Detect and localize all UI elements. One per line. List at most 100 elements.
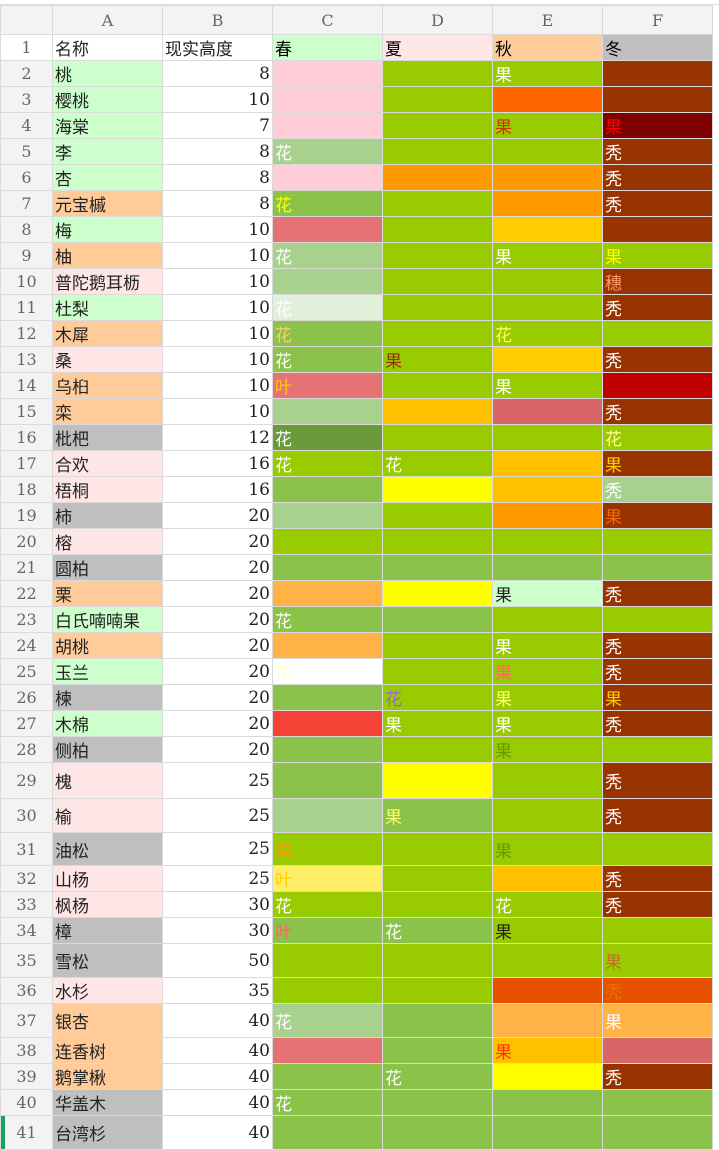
autumn-cell[interactable]	[492, 1003, 603, 1038]
winter-cell[interactable]: 秃	[602, 762, 713, 799]
spring-cell[interactable]	[272, 502, 383, 529]
summer-cell[interactable]	[382, 86, 493, 113]
spring-cell[interactable]: 花	[272, 294, 383, 321]
row-number[interactable]: 9	[0, 242, 53, 269]
spring-cell[interactable]: 花	[272, 891, 383, 918]
height-cell[interactable]: 16	[162, 450, 273, 477]
spring-cell[interactable]: 花	[272, 242, 383, 269]
tree-name-cell[interactable]: 海棠	[52, 112, 163, 139]
autumn-cell[interactable]	[492, 798, 603, 833]
tree-name-cell[interactable]: 梅	[52, 216, 163, 243]
spring-cell[interactable]: 叶	[272, 372, 383, 399]
tree-name-cell[interactable]: 柿	[52, 502, 163, 529]
row-number[interactable]: 32	[0, 865, 53, 892]
spring-cell[interactable]: 叶	[272, 917, 383, 944]
height-cell[interactable]: 8	[162, 60, 273, 87]
summer-cell[interactable]	[382, 216, 493, 243]
tree-name-cell[interactable]: 雪松	[52, 943, 163, 978]
winter-cell[interactable]: 秃	[602, 138, 713, 165]
row-number[interactable]: 38	[0, 1037, 53, 1064]
summer-cell[interactable]	[382, 398, 493, 425]
winter-cell[interactable]	[602, 917, 713, 944]
summer-cell[interactable]	[382, 138, 493, 165]
tree-name-cell[interactable]: 乌桕	[52, 372, 163, 399]
row-number[interactable]: 8	[0, 216, 53, 243]
row-number[interactable]: 6	[0, 164, 53, 191]
autumn-cell[interactable]: 果	[492, 832, 603, 866]
winter-cell[interactable]: 秃	[602, 891, 713, 918]
row-number[interactable]: 30	[0, 798, 53, 833]
spring-cell[interactable]	[272, 60, 383, 87]
tree-name-cell[interactable]: 木棉	[52, 710, 163, 737]
summer-cell[interactable]	[382, 606, 493, 633]
autumn-cell[interactable]	[492, 216, 603, 243]
summer-cell[interactable]	[382, 580, 493, 607]
summer-cell[interactable]	[382, 554, 493, 581]
winter-cell[interactable]: 秃	[602, 798, 713, 833]
tree-name-cell[interactable]: 梧桐	[52, 476, 163, 503]
height-cell[interactable]: 10	[162, 242, 273, 269]
height-cell[interactable]: 40	[162, 1037, 273, 1064]
winter-cell[interactable]	[602, 372, 713, 399]
autumn-cell[interactable]	[492, 268, 603, 295]
height-cell[interactable]: 8	[162, 138, 273, 165]
winter-cell[interactable]	[602, 528, 713, 555]
spring-cell[interactable]: 花	[272, 1003, 383, 1038]
height-cell[interactable]: 10	[162, 216, 273, 243]
tree-name-cell[interactable]: 玉兰	[52, 658, 163, 685]
tree-name-cell[interactable]: 连香树	[52, 1037, 163, 1064]
summer-cell[interactable]	[382, 294, 493, 321]
tree-name-cell[interactable]: 水杉	[52, 977, 163, 1004]
autumn-cell[interactable]	[492, 86, 603, 113]
autumn-cell[interactable]: 果	[492, 710, 603, 737]
tree-name-cell[interactable]: 榆	[52, 798, 163, 833]
summer-cell[interactable]	[382, 60, 493, 87]
autumn-cell[interactable]: 果	[492, 372, 603, 399]
height-cell[interactable]: 20	[162, 684, 273, 711]
summer-cell[interactable]: 花	[382, 917, 493, 944]
winter-cell[interactable]: 秃	[602, 164, 713, 191]
winter-cell[interactable]: 果	[602, 112, 713, 139]
spring-cell[interactable]: 花	[272, 320, 383, 347]
autumn-cell[interactable]	[492, 424, 603, 451]
header-winter-cell[interactable]: 冬	[602, 34, 713, 61]
summer-cell[interactable]	[382, 1089, 493, 1116]
autumn-cell[interactable]	[492, 1089, 603, 1116]
row-number[interactable]: 23	[0, 606, 53, 633]
autumn-cell[interactable]	[492, 346, 603, 373]
winter-cell[interactable]	[602, 1089, 713, 1116]
row-number[interactable]: 26	[0, 684, 53, 711]
header-summer-cell[interactable]: 夏	[382, 34, 493, 61]
autumn-cell[interactable]	[492, 190, 603, 217]
height-cell[interactable]: 20	[162, 580, 273, 607]
height-cell[interactable]: 8	[162, 190, 273, 217]
height-cell[interactable]: 20	[162, 710, 273, 737]
autumn-cell[interactable]	[492, 977, 603, 1004]
spring-cell[interactable]	[272, 977, 383, 1004]
spring-cell[interactable]: 花	[272, 190, 383, 217]
select-all-corner[interactable]	[0, 5, 53, 35]
summer-cell[interactable]	[382, 1003, 493, 1038]
autumn-cell[interactable]: 果	[492, 112, 603, 139]
row-number[interactable]: 14	[0, 372, 53, 399]
height-cell[interactable]: 10	[162, 346, 273, 373]
tree-name-cell[interactable]: 元宝槭	[52, 190, 163, 217]
row-number[interactable]: 12	[0, 320, 53, 347]
tree-name-cell[interactable]: 台湾杉	[52, 1115, 163, 1150]
winter-cell[interactable]: 秃	[602, 346, 713, 373]
winter-cell[interactable]: 秃	[602, 865, 713, 892]
row-number[interactable]: 22	[0, 580, 53, 607]
height-cell[interactable]: 20	[162, 606, 273, 633]
spring-cell[interactable]: 花	[272, 1089, 383, 1116]
row-number[interactable]: 18	[0, 476, 53, 503]
tree-name-cell[interactable]: 樟	[52, 917, 163, 944]
tree-name-cell[interactable]: 杜梨	[52, 294, 163, 321]
tree-name-cell[interactable]: 胡桃	[52, 632, 163, 659]
column-header-a[interactable]: A	[52, 5, 163, 35]
autumn-cell[interactable]	[492, 1063, 603, 1090]
spring-cell[interactable]	[272, 943, 383, 978]
height-cell[interactable]: 35	[162, 977, 273, 1004]
summer-cell[interactable]: 果	[382, 798, 493, 833]
row-number[interactable]: 25	[0, 658, 53, 685]
row-number[interactable]: 10	[0, 268, 53, 295]
